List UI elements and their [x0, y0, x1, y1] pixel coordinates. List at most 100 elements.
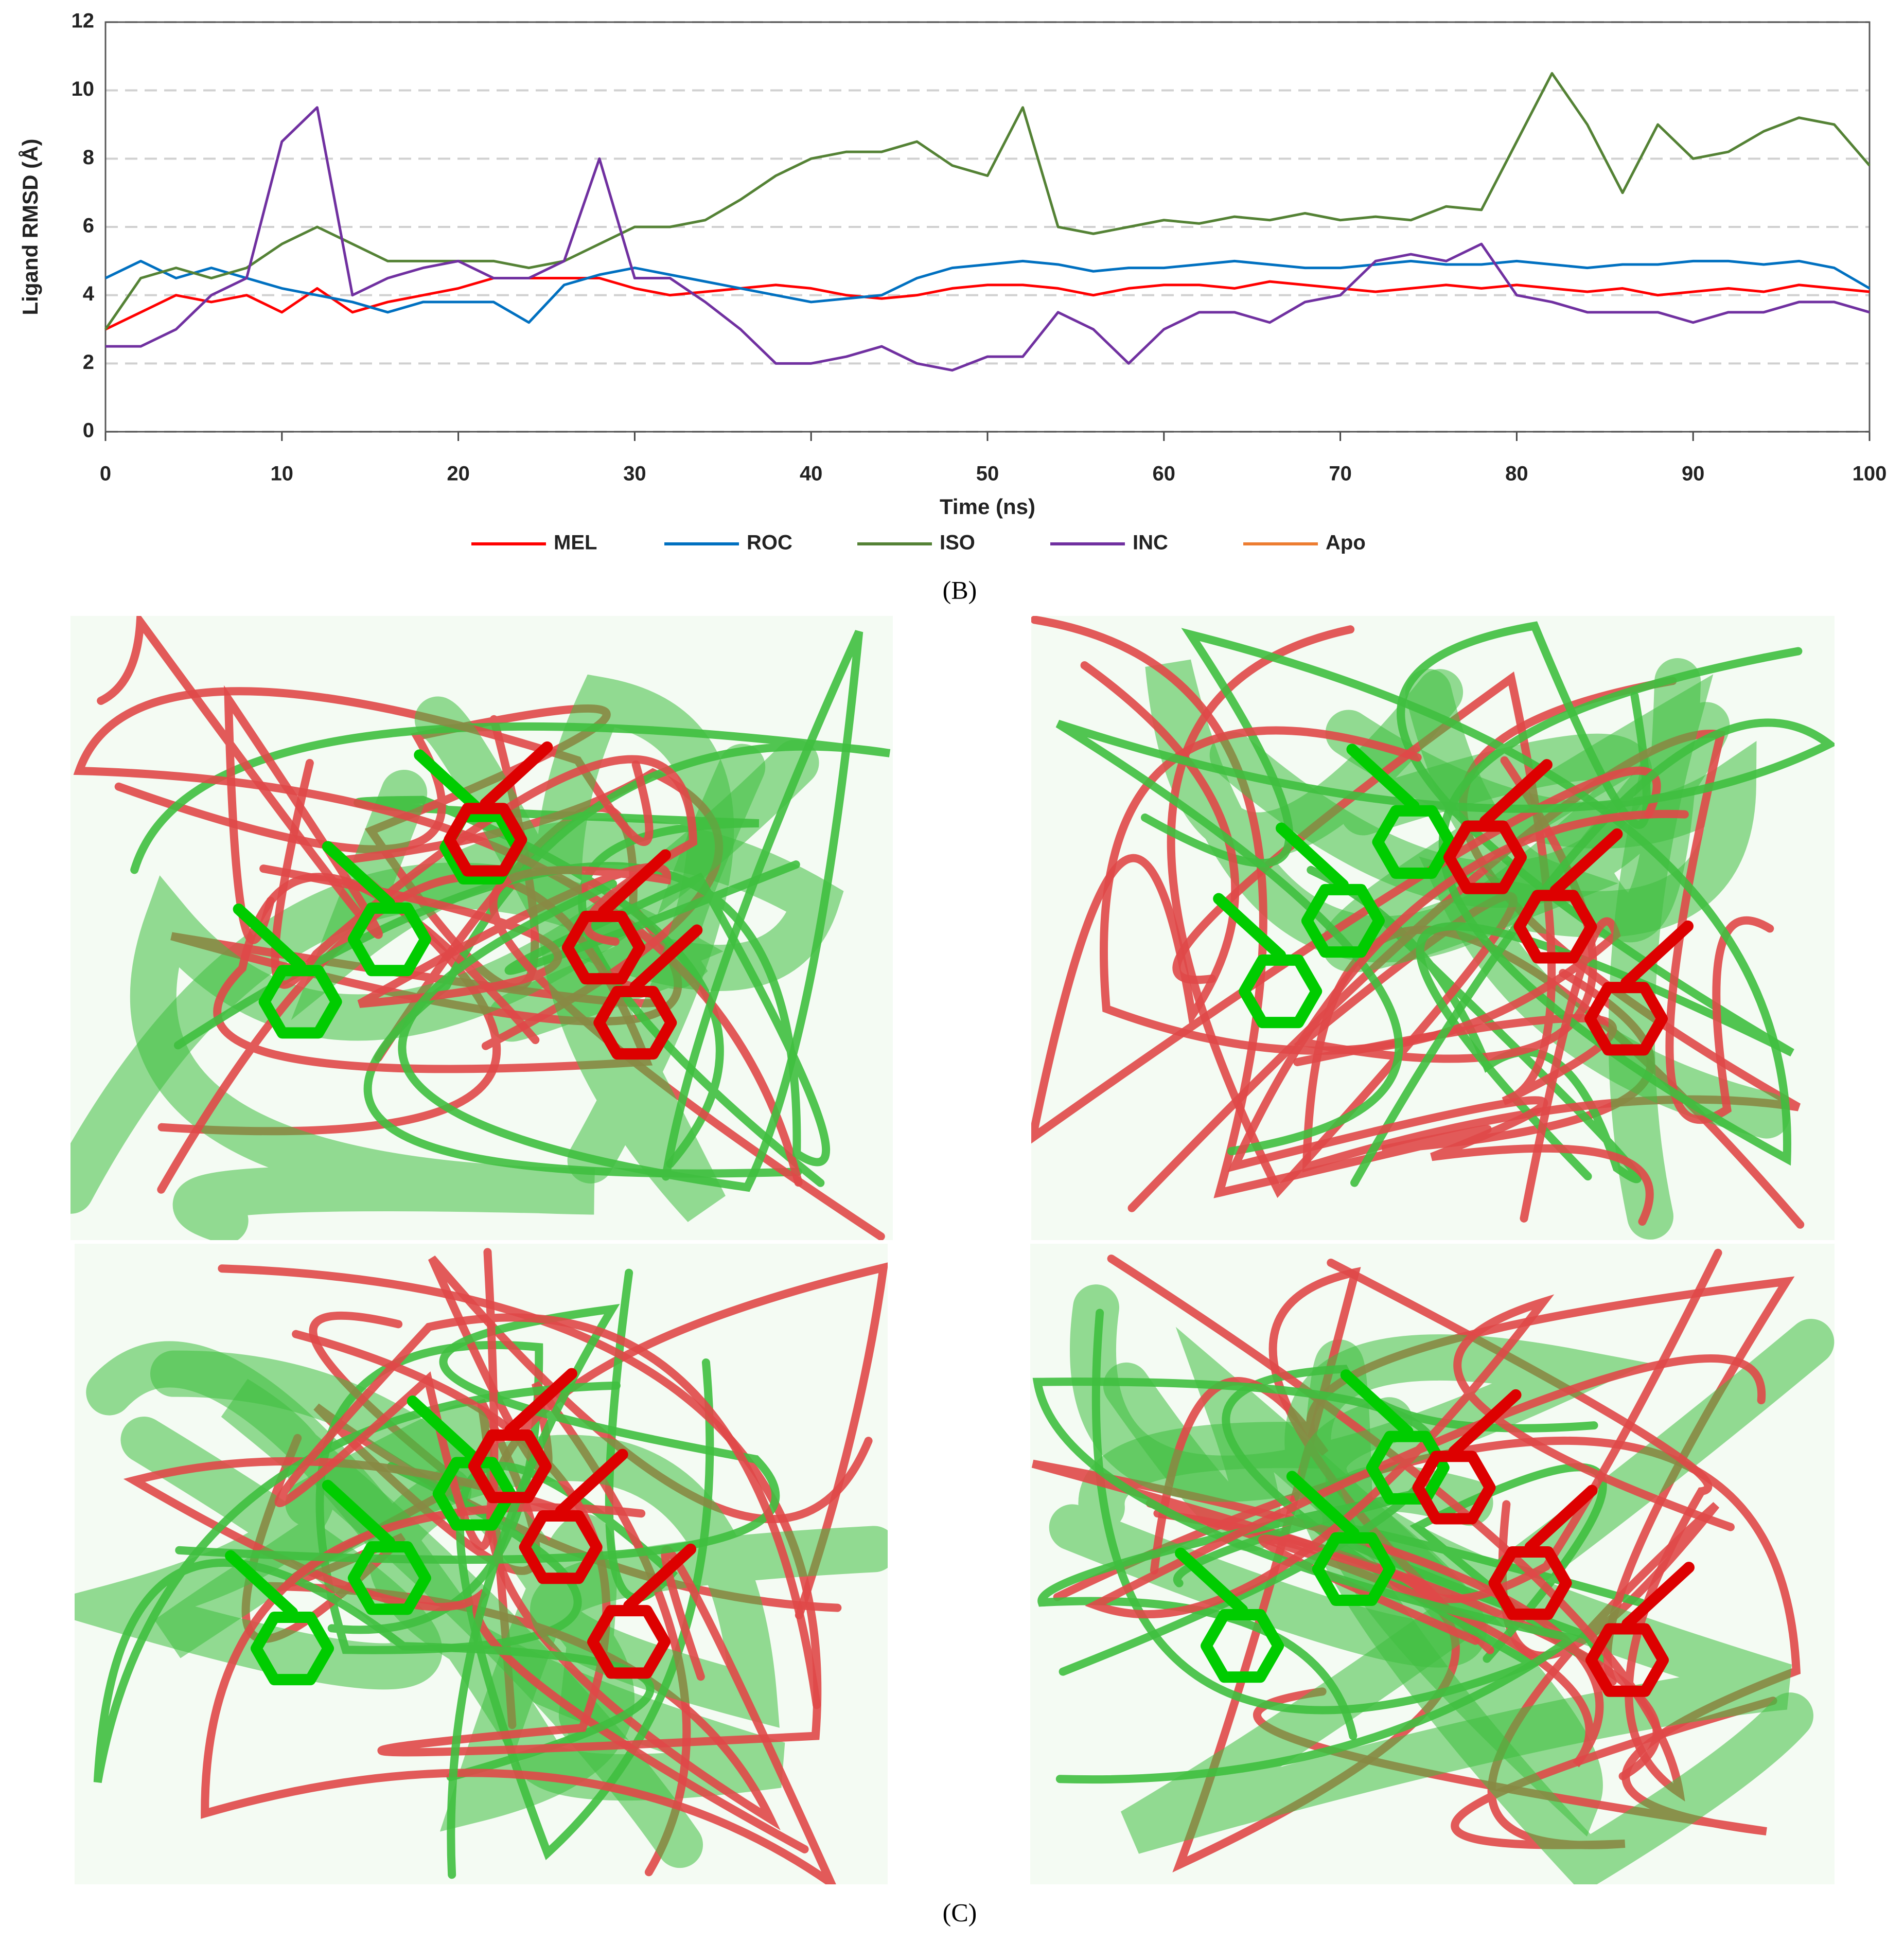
x-tick-label: 100: [1853, 463, 1887, 485]
panel-content: [70, 616, 893, 1240]
ligand-bond: [1275, 822, 1349, 891]
legend-label: INC: [1133, 532, 1168, 554]
ligand-ring: [1513, 890, 1597, 964]
x-tick-label: 40: [800, 463, 823, 485]
ribbon: [274, 1248, 821, 1709]
structure-panel: [1030, 1244, 1835, 1884]
ligand-bond: [1479, 759, 1553, 827]
ligand-bond: [233, 903, 306, 971]
x-tick-label: 20: [447, 463, 470, 485]
y-tick-label: 8: [83, 146, 94, 169]
ribbon: [1085, 1294, 1766, 1619]
ligand-ring: [1585, 1623, 1669, 1697]
x-tick-label: 60: [1153, 463, 1176, 485]
legend-label: ISO: [940, 532, 975, 554]
x-tick-label: 10: [271, 463, 294, 485]
series-line: [104, 277, 1870, 331]
structure-panels: [70, 616, 1835, 1884]
panel-label: (C): [943, 1898, 977, 1927]
ligand-bond: [629, 924, 703, 993]
y-tick-label: 12: [72, 10, 95, 32]
ligand-bond: [597, 849, 671, 917]
plot-frame: [104, 21, 1871, 433]
ligand-ring: [1201, 1609, 1284, 1683]
ligand-ring: [1488, 1546, 1572, 1620]
panel-content: [1031, 616, 1835, 1240]
ligand-bond: [1621, 1562, 1695, 1630]
structure-panel: [70, 616, 893, 1240]
ligand-ring: [468, 1429, 552, 1504]
ligand-bond: [414, 749, 487, 818]
y-axis-title: Ligand RMSD (Å): [18, 139, 42, 315]
ligand-bond: [322, 841, 395, 909]
series-line: [104, 72, 1871, 330]
ligand-bond: [1620, 920, 1694, 988]
ligand-bond: [407, 1396, 480, 1464]
ligand-bond: [504, 1368, 577, 1436]
y-tick-label: 4: [83, 282, 95, 305]
ligand-bond: [225, 1550, 298, 1618]
ligand-bond: [1448, 1389, 1522, 1457]
x-tick-label: 30: [623, 463, 646, 485]
ligand-bond: [1346, 744, 1420, 812]
ligand-ring: [1412, 1451, 1496, 1525]
series-line: [104, 259, 1871, 324]
structure-panel: [1031, 616, 1835, 1240]
y-tick-label: 0: [83, 419, 94, 442]
ligand-ring: [519, 1510, 603, 1584]
ligand-ring: [1584, 982, 1668, 1056]
ligand-bond: [322, 1479, 395, 1548]
y-tick-label: 2: [83, 351, 94, 374]
ribbon: [130, 739, 819, 1240]
x-tick-label: 80: [1505, 463, 1528, 485]
x-axis-title: Time (ns): [940, 494, 1035, 519]
ligand-bond: [480, 741, 553, 809]
legend-label: Apo: [1326, 532, 1366, 554]
ribbon: [1031, 661, 1661, 1144]
y-tick-label: 6: [83, 215, 94, 237]
ligand-ring: [432, 1457, 516, 1531]
ribbon: [175, 1304, 780, 1879]
ribbon: [1069, 1284, 1813, 1884]
ligand-ring: [1301, 884, 1385, 958]
ribbon: [1258, 1248, 1722, 1645]
structure-panel: [75, 1244, 888, 1884]
ligand-ring: [1372, 805, 1456, 879]
ligand-ring: [251, 1611, 334, 1686]
ligand-bond: [623, 1543, 697, 1612]
legend-label: MEL: [554, 532, 597, 554]
legend-label: ROC: [747, 532, 792, 554]
x-tick-label: 70: [1329, 463, 1352, 485]
ligand-bond: [1175, 1547, 1248, 1616]
x-tick-label: 90: [1682, 463, 1705, 485]
ligand-ring: [561, 910, 645, 985]
ribbon: [1055, 718, 1835, 1187]
ligand-ring: [347, 902, 431, 977]
panel-label: (B): [943, 575, 977, 604]
ligand-bond: [1549, 828, 1623, 896]
ligand-ring: [1239, 954, 1323, 1029]
ligand-ring: [347, 1541, 431, 1615]
ligand-bond: [1340, 1369, 1414, 1438]
ligand-bond: [555, 1449, 628, 1517]
ligand-ring: [1312, 1532, 1396, 1606]
ligand-ring: [439, 810, 523, 885]
ribbon: [398, 630, 863, 1192]
ligand-bond: [1286, 1471, 1360, 1539]
x-tick-label: 0: [100, 463, 111, 485]
ribbon: [73, 687, 803, 1187]
ligand-ring: [444, 803, 527, 877]
panel-content: [75, 1244, 888, 1884]
ligand-ring: [1443, 820, 1527, 894]
ligand-ring: [258, 965, 342, 1039]
y-tick-label: 10: [72, 78, 95, 100]
ligand-ring: [593, 985, 677, 1060]
ligand-bond: [1213, 893, 1286, 961]
ribbon: [271, 755, 698, 989]
series-line: [105, 106, 1870, 372]
ligand-ring: [587, 1605, 671, 1679]
ligand-bond: [1524, 1485, 1598, 1553]
x-tick-label: 50: [976, 463, 999, 485]
panel-content: [1030, 1244, 1835, 1884]
